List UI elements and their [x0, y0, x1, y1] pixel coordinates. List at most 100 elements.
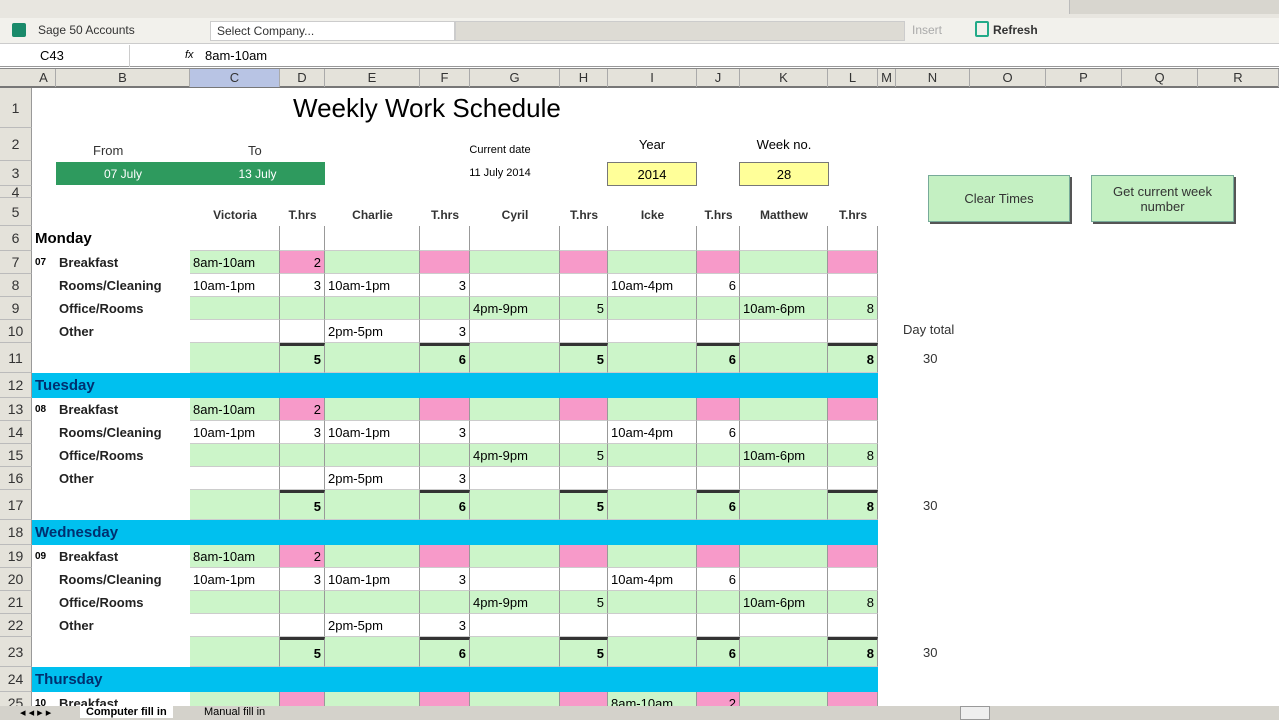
time-cell[interactable]: 2pm-5pm	[325, 467, 420, 490]
hours-cell[interactable]	[828, 568, 878, 591]
hours-cell[interactable]	[697, 320, 740, 343]
row-header-9[interactable]: 9	[0, 297, 32, 320]
time-cell[interactable]: 2pm-5pm	[325, 614, 420, 637]
row-header-18[interactable]: 18	[0, 520, 32, 545]
hours-cell[interactable]	[420, 591, 470, 614]
row-header-15[interactable]: 15	[0, 444, 32, 467]
hours-cell[interactable]: 2	[280, 398, 325, 421]
hours-cell[interactable]: 3	[420, 467, 470, 490]
hours-cell[interactable]: 3	[280, 568, 325, 591]
cell[interactable]	[470, 226, 560, 251]
hours-cell[interactable]: 2	[280, 545, 325, 568]
cell[interactable]	[697, 226, 740, 251]
time-cell[interactable]	[608, 320, 697, 343]
row-header-8[interactable]: 8	[0, 274, 32, 297]
time-cell[interactable]	[190, 297, 280, 320]
time-cell[interactable]: 8am-10am	[190, 398, 280, 421]
time-cell[interactable]	[470, 467, 560, 490]
time-cell[interactable]	[325, 444, 420, 467]
row-header-19[interactable]: 19	[0, 545, 32, 568]
row-header-5[interactable]: 5	[0, 198, 32, 226]
hours-cell[interactable]	[560, 568, 608, 591]
hours-cell[interactable]	[828, 320, 878, 343]
hours-cell[interactable]: 8	[828, 444, 878, 467]
time-cell[interactable]: 10am-1pm	[190, 274, 280, 297]
hours-cell[interactable]	[560, 320, 608, 343]
row-header-7[interactable]: 7	[0, 251, 32, 274]
time-cell[interactable]	[608, 591, 697, 614]
column-header-P[interactable]: P	[1046, 69, 1122, 87]
time-cell[interactable]	[325, 398, 420, 421]
row-header-10[interactable]: 10	[0, 320, 32, 343]
hours-cell[interactable]	[560, 274, 608, 297]
column-header-O[interactable]: O	[970, 69, 1046, 87]
hours-cell[interactable]	[697, 398, 740, 421]
hours-cell[interactable]	[560, 467, 608, 490]
row-header-13[interactable]: 13	[0, 398, 32, 421]
time-cell[interactable]	[740, 251, 828, 274]
row-header-4[interactable]: 4	[0, 184, 32, 200]
hours-cell[interactable]	[280, 614, 325, 637]
column-header-J[interactable]: J	[697, 69, 740, 87]
time-cell[interactable]: 10am-4pm	[608, 274, 697, 297]
time-cell[interactable]	[190, 444, 280, 467]
time-cell[interactable]	[470, 320, 560, 343]
clear-times-button[interactable]: Clear Times	[928, 175, 1070, 222]
row-header-14[interactable]: 14	[0, 421, 32, 444]
time-cell[interactable]: 10am-6pm	[740, 444, 828, 467]
time-cell[interactable]	[190, 614, 280, 637]
time-cell[interactable]	[190, 320, 280, 343]
row-header-12[interactable]: 12	[0, 373, 32, 398]
row-header-1[interactable]: 1	[0, 88, 32, 128]
name-box[interactable]: C43	[0, 45, 130, 67]
hours-cell[interactable]	[280, 591, 325, 614]
hours-cell[interactable]	[697, 467, 740, 490]
tab-manual-fill-in[interactable]: Manual fill in	[204, 706, 266, 718]
time-cell[interactable]: 10am-4pm	[608, 568, 697, 591]
hours-cell[interactable]	[697, 297, 740, 320]
hours-cell[interactable]	[420, 545, 470, 568]
column-header-R[interactable]: R	[1198, 69, 1279, 87]
time-cell[interactable]: 10am-6pm	[740, 591, 828, 614]
time-cell[interactable]	[325, 591, 420, 614]
hours-cell[interactable]	[828, 614, 878, 637]
horizontal-scrollbar[interactable]	[960, 706, 990, 720]
company-select[interactable]: Select Company...	[210, 21, 455, 41]
cell[interactable]	[560, 226, 608, 251]
time-cell[interactable]: 8am-10am	[190, 251, 280, 274]
time-cell[interactable]	[740, 568, 828, 591]
column-header-L[interactable]: L	[828, 69, 878, 87]
to-date[interactable]: 13 July	[190, 162, 325, 185]
time-cell[interactable]: 10am-1pm	[190, 421, 280, 444]
time-cell[interactable]	[470, 568, 560, 591]
hours-cell[interactable]	[420, 297, 470, 320]
hours-cell[interactable]: 6	[697, 421, 740, 444]
time-cell[interactable]	[608, 545, 697, 568]
hours-cell[interactable]	[420, 251, 470, 274]
hours-cell[interactable]	[828, 274, 878, 297]
column-header-A[interactable]: A	[32, 69, 56, 87]
column-header-G[interactable]: G	[470, 69, 560, 87]
from-date[interactable]: 07 July	[56, 162, 190, 185]
time-cell[interactable]: 2pm-5pm	[325, 320, 420, 343]
time-cell[interactable]	[740, 467, 828, 490]
column-header-K[interactable]: K	[740, 69, 828, 87]
refresh-button[interactable]: Refresh	[993, 23, 1038, 37]
row-header-23[interactable]: 23	[0, 637, 32, 667]
get-week-button[interactable]: Get current week number	[1091, 175, 1234, 222]
time-cell[interactable]	[740, 545, 828, 568]
hours-cell[interactable]	[697, 251, 740, 274]
formula-input[interactable]: 8am-10am	[205, 48, 268, 63]
time-cell[interactable]: 10am-1pm	[325, 274, 420, 297]
hours-cell[interactable]	[560, 614, 608, 637]
hours-cell[interactable]: 3	[420, 274, 470, 297]
row-header-6[interactable]: 6	[0, 226, 32, 251]
hours-cell[interactable]	[280, 467, 325, 490]
column-header-I[interactable]: I	[608, 69, 697, 87]
column-header-B[interactable]: B	[56, 69, 190, 87]
hours-cell[interactable]	[697, 545, 740, 568]
column-header-E[interactable]: E	[325, 69, 420, 87]
column-header-F[interactable]: F	[420, 69, 470, 87]
time-cell[interactable]	[325, 251, 420, 274]
row-header-11[interactable]: 11	[0, 343, 32, 373]
